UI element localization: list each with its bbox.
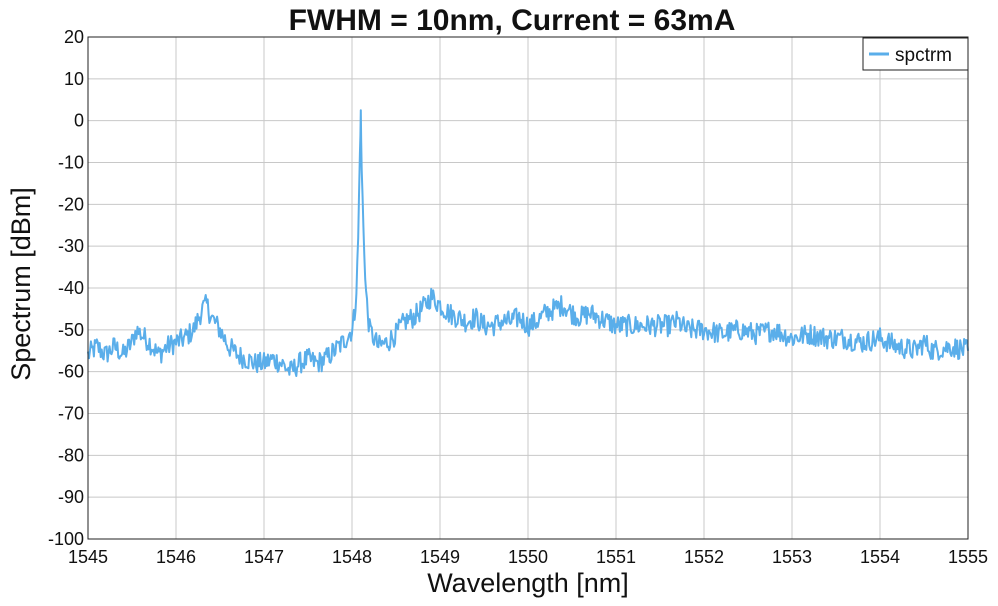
series-line-spctrm xyxy=(87,109,969,377)
y-tick-label: -10 xyxy=(58,153,84,173)
y-axis-label: Spectrum [dBm] xyxy=(6,187,36,381)
y-tick-label: -30 xyxy=(58,236,84,256)
tick-labels: 1545 1546 1547 1548 1549 1550 1551 1552 1553 1554… xyxy=(48,27,988,567)
x-tick-label: 1550 xyxy=(508,547,548,567)
y-tick-label: -40 xyxy=(58,278,84,298)
x-tick-label: 1555 xyxy=(948,547,988,567)
x-tick-label: 1554 xyxy=(860,547,900,567)
y-tick-label: 0 xyxy=(74,111,84,131)
x-tick-label: 1549 xyxy=(420,547,460,567)
plot-border xyxy=(87,36,969,540)
y-tick-label: -90 xyxy=(58,487,84,507)
chart-title: FWHM = 10nm, Current = 63mA xyxy=(289,4,736,37)
y-tick-label: 10 xyxy=(64,69,84,89)
legend: spctrm xyxy=(862,37,969,71)
x-tick-label: 1546 xyxy=(156,547,196,567)
y-tick-label: -80 xyxy=(58,445,84,465)
x-tick-label: 1551 xyxy=(596,547,636,567)
x-tick-label: 1548 xyxy=(332,547,372,567)
x-tick-label: 1552 xyxy=(684,547,724,567)
x-tick-label: 1547 xyxy=(244,547,284,567)
x-tick-label: 1553 xyxy=(772,547,812,567)
series-layer xyxy=(87,109,969,377)
y-tick-label: -100 xyxy=(48,529,84,549)
y-tick-label: -50 xyxy=(58,320,84,340)
x-tick-label: 1545 xyxy=(68,547,108,567)
y-tick-label: -60 xyxy=(58,362,84,382)
x-axis-label: Wavelength [nm] xyxy=(427,568,629,598)
legend-label: spctrm xyxy=(895,45,952,66)
y-tick-label: 20 xyxy=(64,27,84,47)
y-tick-label: -70 xyxy=(58,404,84,424)
y-tick-label: -20 xyxy=(58,194,84,214)
